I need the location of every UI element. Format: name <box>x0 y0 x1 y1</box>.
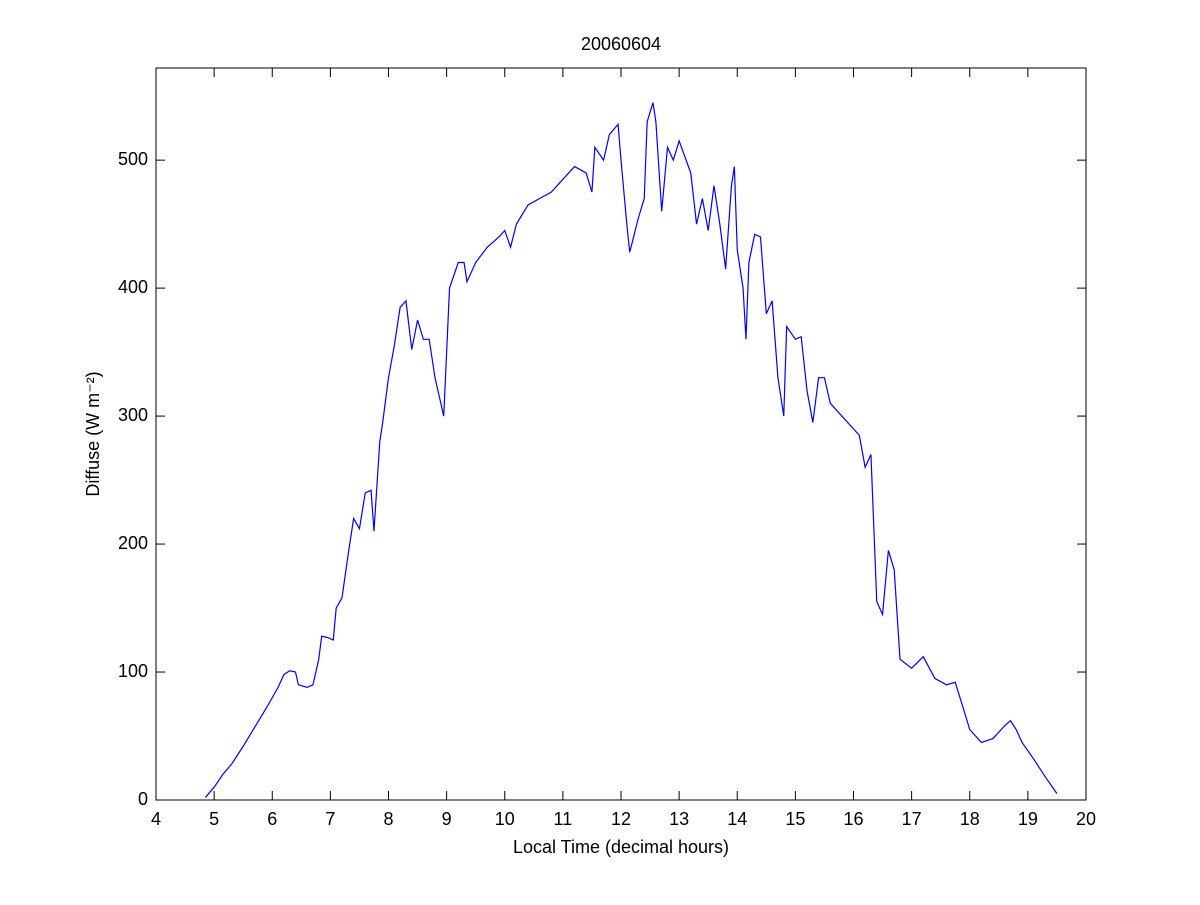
x-tick-label: 9 <box>442 809 452 829</box>
x-tick-label: 17 <box>902 809 922 829</box>
x-tick-label: 16 <box>843 809 863 829</box>
x-tick-label: 13 <box>669 809 689 829</box>
y-tick-label: 100 <box>118 661 148 681</box>
plot-box <box>155 67 1087 801</box>
x-tick-label: 11 <box>554 809 573 829</box>
x-tick-label: 10 <box>495 809 515 829</box>
x-axis-label: Local Time (decimal hours) <box>513 837 729 857</box>
x-tick-label: 14 <box>727 809 747 829</box>
y-axis-label: Diffuse (W m⁻²) <box>83 371 103 496</box>
x-tick-label: 12 <box>611 809 631 829</box>
y-tick-label: 200 <box>118 533 148 553</box>
x-tick-label: 18 <box>960 809 980 829</box>
x-tick-label: 20 <box>1076 809 1096 829</box>
data-line <box>204 102 1058 798</box>
x-tick-label: 4 <box>151 809 161 829</box>
chart-title: 20060604 <box>581 34 661 54</box>
y-tick-label: 400 <box>118 277 148 297</box>
y-tick-label: 500 <box>118 149 148 169</box>
x-tick-label: 5 <box>209 809 219 829</box>
x-tick-label: 8 <box>383 809 393 829</box>
y-tick-label: 0 <box>138 789 148 809</box>
x-tick-label: 7 <box>325 809 335 829</box>
x-tick-label: 6 <box>267 809 277 829</box>
x-tick-label: 19 <box>1018 809 1038 829</box>
y-tick-label: 300 <box>118 405 148 425</box>
x-tick-label: 15 <box>785 809 805 829</box>
